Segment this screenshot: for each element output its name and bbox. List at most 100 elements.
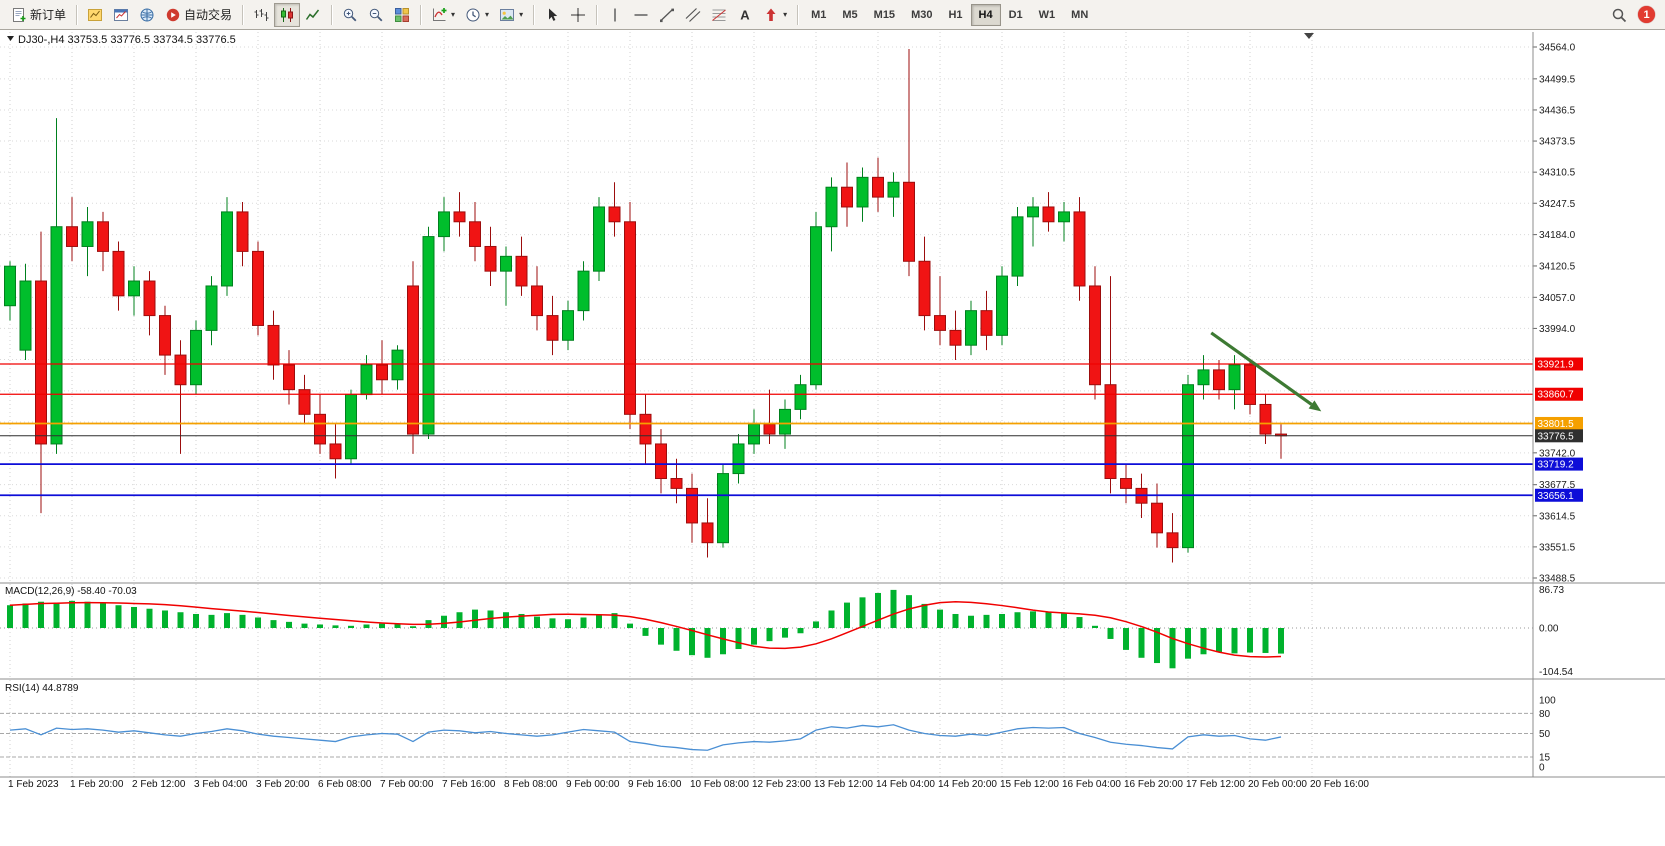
crosshair-button[interactable] xyxy=(565,3,591,27)
candlestick-button[interactable] xyxy=(274,2,301,27)
autotrading-button[interactable]: 自动交易 xyxy=(160,3,237,27)
time-axis-label: 10 Feb 08:00 xyxy=(690,779,749,790)
macd-histogram-bar xyxy=(627,623,633,628)
timeframe-d1-button[interactable]: D1 xyxy=(1001,4,1031,26)
candle-body xyxy=(19,280,32,351)
macd-label: MACD(12,26,9) -58.40 -70.03 xyxy=(5,586,137,597)
timeframe-mn-button[interactable]: MN xyxy=(1063,4,1096,26)
macd-histogram-bar xyxy=(1231,628,1238,654)
periods-icon xyxy=(466,8,480,21)
toolbar-groups: 新订单 自动交易 ▾ ▾ ▾ A ▾ M1 M5 M15 M30 H1 H4 D1 W1 MN xyxy=(6,0,1096,29)
trendline-button[interactable] xyxy=(654,3,680,27)
candle-body xyxy=(314,413,326,445)
candle-body xyxy=(655,443,667,480)
macd-scale-label: -104.54 xyxy=(1539,667,1573,678)
dropdown-arrow-icon[interactable]: ▾ xyxy=(451,10,456,19)
candle-body xyxy=(856,176,869,208)
toolbar-separator xyxy=(797,4,799,25)
price-axis-label: 34436.5 xyxy=(1539,105,1576,116)
timeframe-w1-button[interactable]: W1 xyxy=(1031,4,1064,26)
charts-button[interactable] xyxy=(108,3,134,27)
chart-window-icon xyxy=(114,8,129,21)
macd-histogram-bar xyxy=(1092,625,1098,628)
candle-body xyxy=(794,384,807,410)
fibonacci-button[interactable] xyxy=(706,3,732,27)
dropdown-arrow-icon[interactable]: ▾ xyxy=(519,10,524,19)
macd-histogram-bar xyxy=(472,609,478,628)
timeframe-m15-button[interactable]: M15 xyxy=(866,4,903,26)
macd-histogram-bar xyxy=(131,606,137,628)
community-button[interactable] xyxy=(134,3,160,27)
timeframe-h1-button[interactable]: H1 xyxy=(940,4,970,26)
candle-body xyxy=(872,176,884,198)
zoom-out-button[interactable] xyxy=(363,3,389,27)
new-order-button[interactable]: 新订单 xyxy=(6,3,71,27)
arrow-head[interactable] xyxy=(1308,400,1322,412)
timeframe-m1-button[interactable]: M1 xyxy=(803,4,834,26)
templates-button[interactable]: ▾ xyxy=(494,3,528,27)
macd-scale-label: 86.73 xyxy=(1539,585,1564,596)
dropdown-arrow-icon[interactable]: ▾ xyxy=(783,10,788,19)
dropdown-arrow-icon[interactable]: ▾ xyxy=(485,10,490,19)
macd-histogram-bar xyxy=(906,595,912,628)
time-axis-label: 1 Feb 2023 xyxy=(8,779,59,790)
macd-histogram-bar xyxy=(1169,628,1176,669)
rsi-scale-label: 80 xyxy=(1539,709,1551,720)
candle-body xyxy=(422,236,435,435)
fibonacci-icon xyxy=(712,9,726,21)
price-axis-label: 33614.5 xyxy=(1539,511,1576,522)
bar-chart-button[interactable] xyxy=(248,3,274,27)
arrow-shaft[interactable] xyxy=(1210,331,1313,406)
text-button[interactable]: A xyxy=(732,3,758,27)
periods-button[interactable]: ▾ xyxy=(460,3,494,27)
price-axis-label: 33677.5 xyxy=(1539,480,1576,491)
vline-icon xyxy=(614,8,616,21)
main-toolbar: 新订单 自动交易 ▾ ▾ ▾ A ▾ M1 M5 M15 M30 H1 H4 D1 W1 MN 1 xyxy=(0,0,1665,30)
macd-histogram-bar xyxy=(456,612,463,628)
chart-header: DJ30-,H4 33753.5 33776.5 33734.5 33776.5 xyxy=(7,33,1314,46)
price-level-badge-label: 33801.5 xyxy=(1538,419,1575,430)
zoom-in-button[interactable] xyxy=(337,3,363,27)
toolbar-separator xyxy=(533,4,535,25)
cursor-button[interactable] xyxy=(539,3,565,27)
candle-body xyxy=(608,206,621,223)
price-axis-label: 33994.0 xyxy=(1539,324,1576,335)
candle-body xyxy=(1182,384,1194,549)
macd-histogram-bar xyxy=(255,617,261,628)
candle-body xyxy=(453,211,466,223)
price-axis-label: 34184.0 xyxy=(1539,230,1576,241)
candle-body xyxy=(1011,216,1024,277)
macd-histogram-bar xyxy=(348,625,354,628)
candle-body xyxy=(624,221,636,415)
candles-layer xyxy=(4,48,1287,563)
arrow-annotation[interactable] xyxy=(1210,331,1322,412)
tile-windows-button[interactable] xyxy=(389,3,415,27)
candle-body xyxy=(81,221,94,247)
profiles-button[interactable] xyxy=(82,3,108,27)
timeframe-m5-button[interactable]: M5 xyxy=(834,4,865,26)
horizontal-line-button[interactable] xyxy=(628,3,654,27)
price-level-badge-label: 33921.9 xyxy=(1538,360,1575,371)
chart-menu-triangle-icon[interactable] xyxy=(7,36,14,41)
arrows-button[interactable]: ▾ xyxy=(758,3,792,27)
time-axis-label: 16 Feb 04:00 xyxy=(1062,779,1121,790)
candle-body xyxy=(732,443,745,475)
candle-body xyxy=(66,226,78,247)
candle-body xyxy=(1197,369,1210,386)
templates-icon xyxy=(500,8,515,21)
macd-histogram-bar xyxy=(580,617,587,628)
search-button[interactable] xyxy=(1606,3,1632,27)
line-chart-button[interactable] xyxy=(300,3,326,27)
price-level-badge-label: 33776.5 xyxy=(1538,431,1575,442)
vertical-line-button[interactable] xyxy=(602,3,628,27)
indicators-button[interactable]: ▾ xyxy=(426,3,460,27)
notification-badge[interactable]: 1 xyxy=(1638,6,1655,23)
candle-body xyxy=(283,364,295,391)
timeframe-m30-button[interactable]: M30 xyxy=(903,4,940,26)
candle-body xyxy=(407,285,419,435)
timeframe-h4-button[interactable]: H4 xyxy=(970,3,1001,26)
price-axis-label: 34499.5 xyxy=(1539,74,1576,85)
channel-button[interactable] xyxy=(680,3,706,27)
rsi-line xyxy=(9,724,1282,751)
